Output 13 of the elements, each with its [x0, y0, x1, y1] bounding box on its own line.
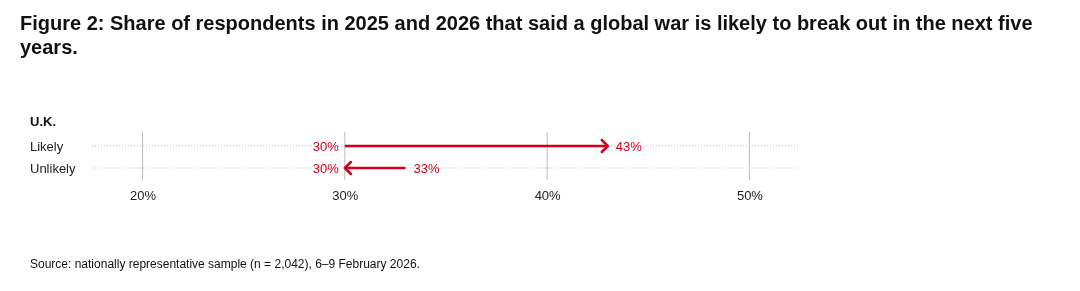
- annotation: 30%: [312, 138, 340, 154]
- annotation: 43%: [615, 138, 643, 154]
- y-tick-label: Likely: [30, 138, 64, 154]
- chart-title: Figure 2: Share of respondents in 2025 and 2026 that said a global war is likely to break out in the next five years.: [20, 12, 1033, 58]
- y-tick-label: Unlikely: [30, 160, 77, 176]
- x-tick-label: 20%: [130, 188, 157, 204]
- text: U.K.: [30, 114, 56, 129]
- x-tick-label: 50%: [736, 188, 764, 204]
- x-tick-label: 40%: [534, 188, 562, 204]
- x-tick-label: 30%: [332, 188, 359, 204]
- annotation: 30%: [312, 160, 340, 176]
- source-note: Source: nationally representative sample (n = 2,042), 6–9 February 2026.: [30, 257, 420, 271]
- annotation: 33%: [413, 160, 440, 176]
